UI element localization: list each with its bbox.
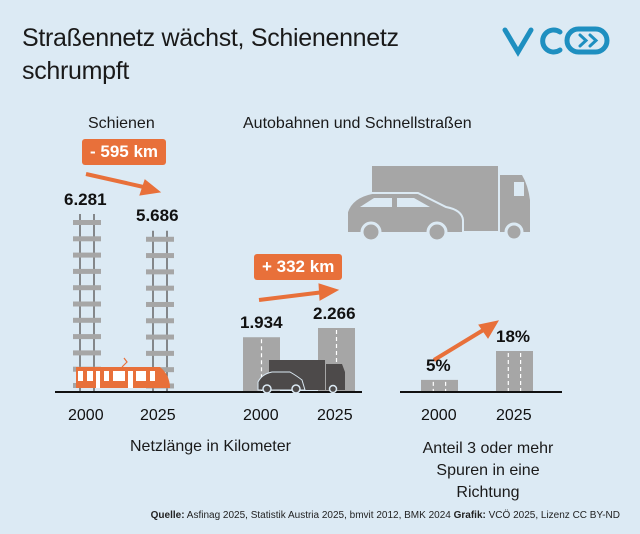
road-year-2000: 2000 — [243, 407, 279, 424]
rail-2025-label: 5.686 — [136, 206, 179, 225]
train-icon — [76, 357, 170, 388]
footer-source: Quelle: Asfinag 2025, Statistik Austria … — [150, 510, 620, 521]
rail-bar-2000 — [73, 214, 101, 391]
lanes-axis-label: Anteil 3 oder mehr Spuren in eine Richtu… — [422, 440, 554, 501]
trend-arrows — [85, 172, 500, 362]
lanes-2025-label: 18% — [496, 327, 531, 346]
length-axis-label: Netzlänge in Kilometer — [130, 438, 291, 455]
rail-bar-2025 — [146, 230, 174, 391]
arrow-road — [258, 290, 325, 302]
lane-bars — [421, 351, 533, 391]
truck-car-icon — [257, 360, 345, 394]
vco-logo — [502, 26, 610, 57]
rail-change-badge: - 595 km — [82, 139, 167, 165]
road-title: Autobahnen und Schnellstraßen — [243, 115, 472, 132]
rail-bars — [73, 214, 174, 391]
arrow-rail — [85, 172, 149, 190]
road-change-badge: + 332 km — [254, 254, 343, 280]
rail-title: Schienen — [88, 115, 155, 132]
lanes-year-2025: 2025 — [496, 407, 532, 424]
lanes-2000-label: 5% — [426, 356, 451, 375]
large-truck-car-icon — [346, 166, 530, 243]
lanes-bar-2025 — [496, 351, 533, 391]
lanes-year-2000: 2000 — [421, 407, 457, 424]
arrow-lanes — [432, 327, 487, 362]
road-year-2025: 2025 — [317, 407, 353, 424]
lanes-bar-2000 — [421, 379, 458, 391]
rail-year-2000: 2000 — [68, 407, 104, 424]
road-2025-label: 2.266 — [313, 304, 356, 323]
page-title: Straßennetz wächst, Schienennetz schrump… — [22, 24, 399, 85]
rail-2000-label: 6.281 — [64, 190, 107, 209]
road-2000-label: 1.934 — [240, 313, 283, 332]
rail-year-2025: 2025 — [140, 407, 176, 424]
